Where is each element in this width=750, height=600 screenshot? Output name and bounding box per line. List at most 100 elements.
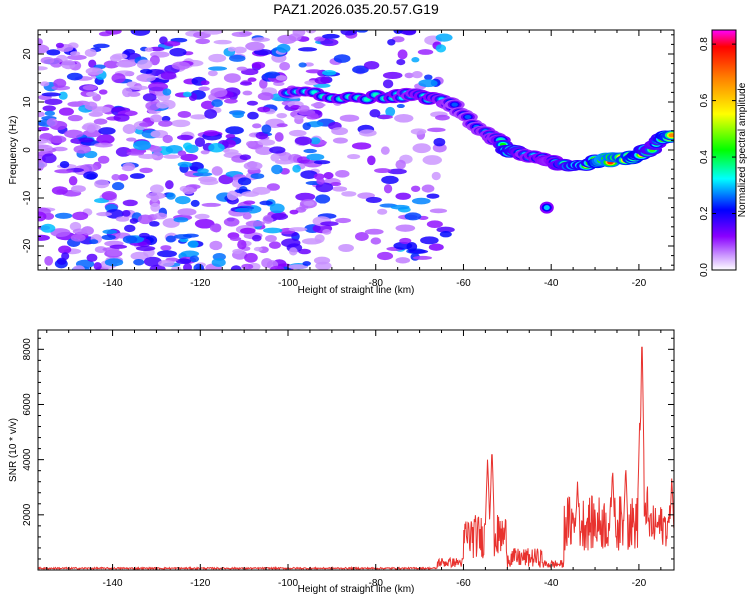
heatmap-cell	[302, 261, 311, 266]
heatmap-cell	[177, 111, 192, 118]
heatmap-cell	[97, 155, 110, 164]
heatmap-cell	[160, 245, 172, 251]
heatmap-cell	[153, 212, 168, 220]
heatmap-cell	[177, 161, 193, 168]
heatmap-cell	[207, 70, 218, 77]
heatmap-cell	[54, 169, 74, 174]
heatmap-cell	[113, 113, 130, 122]
x-tick-label: -100	[278, 578, 298, 589]
heatmap-cell	[380, 146, 390, 155]
heatmap-cell	[175, 258, 192, 265]
heatmap-cell	[171, 61, 191, 70]
heatmap-cell	[374, 168, 392, 174]
heatmap-cell	[296, 156, 310, 164]
heatmap-cell	[98, 89, 108, 95]
heatmap-cell	[79, 163, 99, 173]
heatmap-cell	[288, 227, 308, 232]
heatmap-cell	[38, 144, 53, 152]
heatmap-cell	[208, 143, 225, 153]
colorbar-tick-label: 0.6	[699, 93, 710, 107]
heatmap-cell	[252, 123, 262, 129]
heatmap-cell	[94, 142, 113, 148]
heatmap-cell	[382, 79, 394, 89]
heatmap-cell	[275, 75, 287, 81]
heatmap-cell	[143, 256, 162, 267]
heatmap-cell	[79, 137, 94, 143]
heatmap-cell	[122, 87, 133, 98]
heatmap-cell	[436, 226, 455, 233]
heatmap-cell	[53, 78, 67, 89]
heatmap-cell	[313, 83, 331, 88]
heatmap-cell	[101, 234, 116, 241]
ridge-cell	[451, 102, 458, 107]
heatmap-cell	[402, 30, 417, 36]
heatmap-cell	[262, 214, 274, 224]
heatmap-cell	[211, 99, 223, 107]
heatmap-cell	[101, 191, 117, 201]
heatmap-cell	[269, 146, 286, 154]
heatmap-cell	[129, 218, 138, 224]
heatmap-cell	[237, 239, 247, 250]
heatmap-cell	[122, 124, 137, 135]
ridge-cell	[464, 114, 472, 119]
heatmap-cell	[72, 211, 89, 221]
heatmap-cell	[315, 194, 331, 204]
heatmap-cell	[332, 137, 348, 144]
heatmap-cell	[295, 192, 316, 201]
heatmap-cell	[136, 73, 156, 83]
heatmap-cell	[82, 129, 102, 138]
heatmap-cell	[231, 31, 252, 38]
heatmap-cell	[303, 200, 315, 206]
heatmap-cell	[187, 240, 199, 248]
heatmap-cell	[320, 38, 339, 47]
snr-y-axis: 2000 4000 6000 8000	[22, 338, 674, 571]
heatmap-cell	[246, 140, 257, 147]
heatmap-cell	[89, 239, 99, 245]
heatmap-cell	[162, 88, 172, 96]
heatmap-cell	[200, 150, 210, 155]
heatmap-cell	[243, 200, 256, 205]
heatmap-cell	[247, 77, 257, 82]
heatmap-cell	[420, 236, 439, 245]
heatmap-cell	[253, 246, 263, 252]
heatmap-cell	[171, 266, 182, 270]
heatmap-cell	[313, 160, 331, 165]
heatmap-cell	[355, 231, 369, 242]
heatmap-cell	[122, 235, 138, 244]
heatmap-cell	[93, 118, 108, 125]
heatmap-cell	[40, 223, 56, 233]
heatmap-cell	[305, 69, 323, 74]
heatmap-cell	[61, 59, 76, 70]
heatmap-cell	[243, 161, 263, 171]
y-tick-label: 8000	[22, 338, 33, 361]
heatmap-cell	[404, 72, 414, 79]
heatmap-cell	[165, 235, 176, 243]
heatmap-cell	[182, 186, 195, 195]
heatmap-cell	[411, 71, 423, 79]
heatmap-cell	[387, 168, 407, 175]
heatmap-cell	[234, 207, 253, 213]
heatmap-cell	[435, 33, 453, 42]
heatmap-cell	[404, 212, 422, 221]
heatmap-cell	[158, 120, 173, 127]
heatmap-cell	[118, 173, 129, 181]
heatmap-cell	[149, 221, 160, 227]
heatmap-cell	[239, 154, 252, 161]
heatmap-cell	[298, 62, 307, 68]
heatmap-cell	[333, 54, 351, 63]
heatmap-cell	[264, 71, 281, 79]
heatmap-cell	[88, 111, 104, 117]
heatmap-cell	[410, 185, 421, 192]
heatmap-cell	[208, 53, 227, 63]
colorbar-label: Normalized spectral amplitude	[737, 82, 748, 217]
heatmap-cell	[341, 191, 357, 197]
heatmap-cell	[241, 191, 260, 197]
heatmap-cell	[274, 132, 284, 142]
heatmap-cell	[253, 48, 272, 56]
heatmap-cell	[363, 60, 380, 70]
heatmap-cell	[303, 148, 317, 154]
heatmap-cell	[194, 218, 215, 229]
heatmap-cell	[91, 106, 112, 114]
